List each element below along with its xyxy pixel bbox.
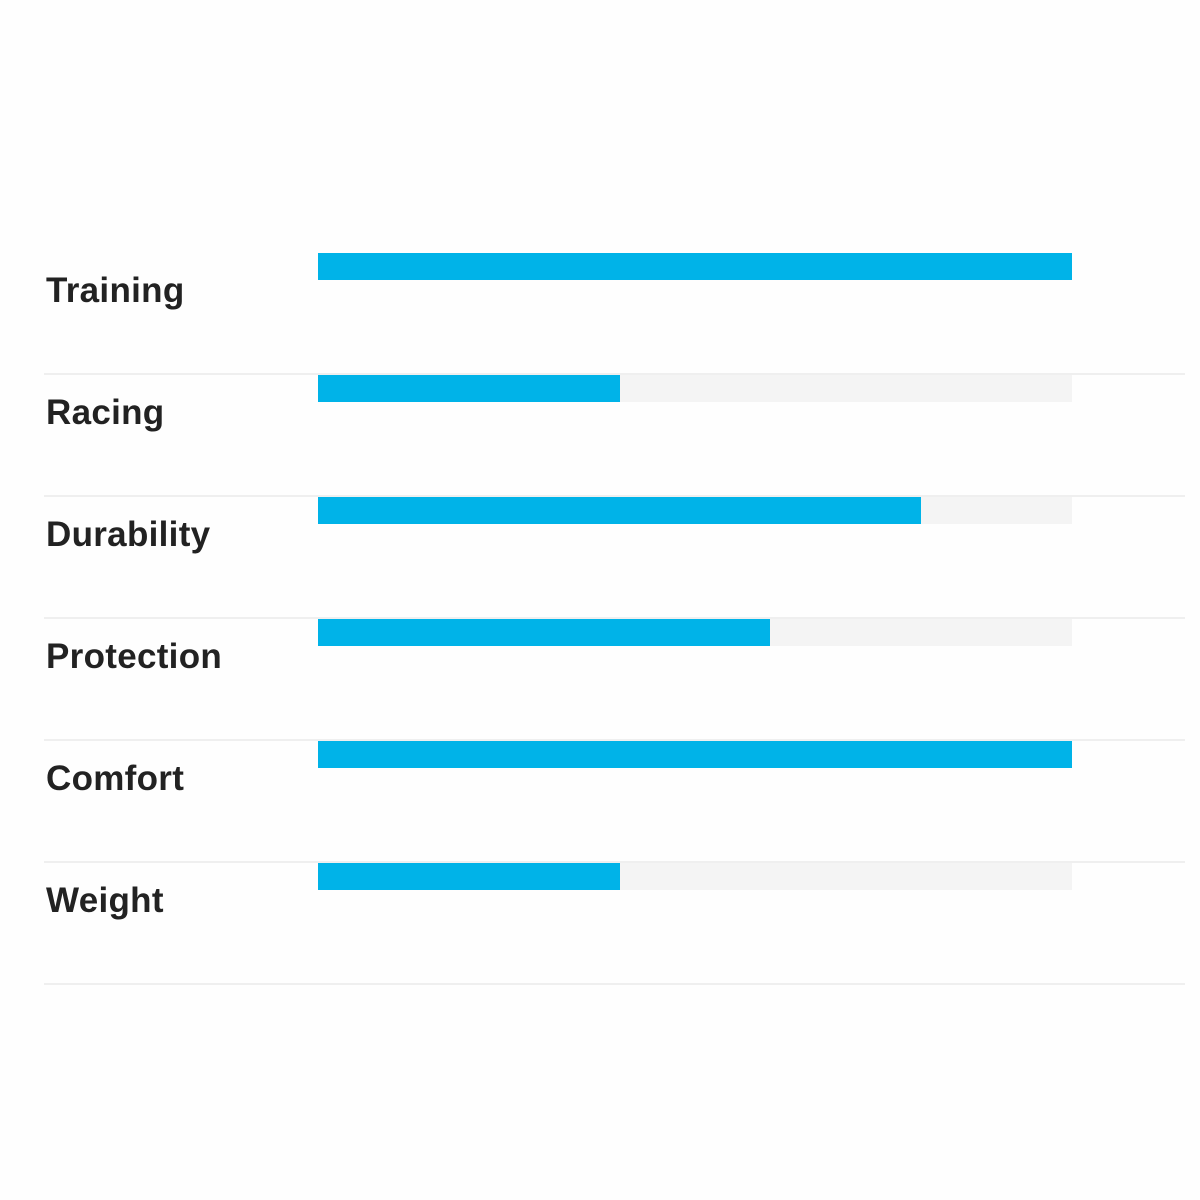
rating-bar [318,863,620,890]
rating-label: Durability [46,515,211,554]
rating-row-racing: Racing [44,375,1185,497]
rating-label: Weight [46,881,164,920]
rating-bar [318,741,1072,768]
rating-row-weight: Weight [44,863,1185,985]
rating-label: Protection [46,637,223,676]
rating-track [318,863,1072,890]
rating-label: Racing [46,393,165,432]
rating-row-training: Training [44,253,1185,375]
rating-track [318,741,1072,768]
rating-label: Training [46,271,185,310]
rating-row-comfort: Comfort [44,741,1185,863]
rating-bar [318,497,922,524]
rating-track [318,375,1072,402]
rating-track [318,619,1072,646]
rating-label: Comfort [46,759,185,798]
rating-bar [318,619,771,646]
rating-row-protection: Protection [44,619,1185,741]
rating-track [318,497,1072,524]
rating-bar [318,253,1072,280]
rating-track [318,253,1072,280]
rating-bar [318,375,620,402]
rating-row-durability: Durability [44,497,1185,619]
